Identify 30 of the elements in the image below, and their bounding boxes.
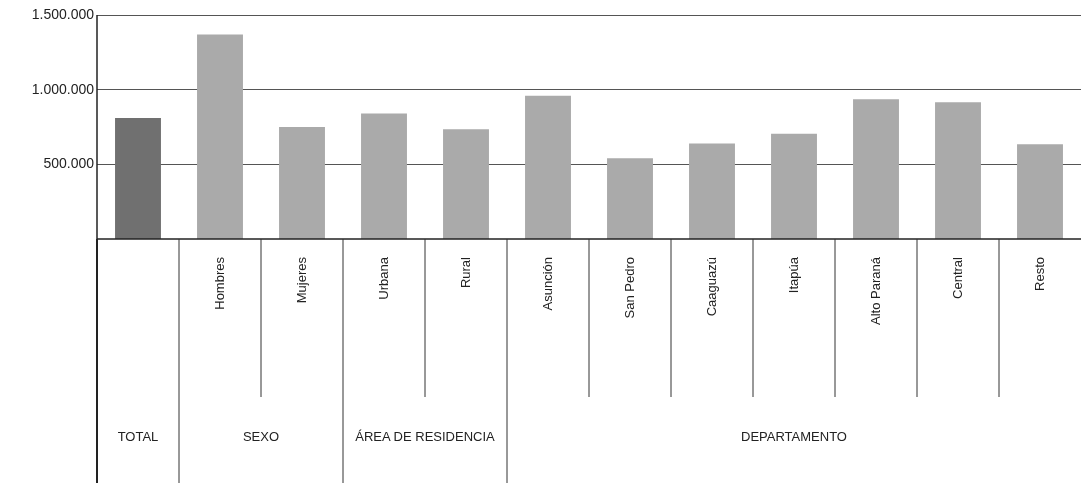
x-tick-label: Alto Paraná — [867, 256, 883, 325]
bar — [771, 133, 817, 239]
bar — [525, 95, 571, 239]
y-tick-label: 1.500.000 — [31, 5, 95, 22]
bar — [935, 102, 981, 239]
bar — [361, 113, 407, 239]
bar — [443, 129, 489, 239]
bar — [853, 99, 899, 239]
x-tick-label: San Pedro — [621, 257, 637, 319]
text: DEPARTAMENTO — [741, 428, 847, 444]
x-tick-label: Mujeres — [293, 256, 309, 304]
bar — [689, 143, 735, 239]
x-tick-label: Urbana — [375, 256, 391, 300]
bar — [607, 158, 653, 239]
y-tick-label: 500.000 — [43, 155, 95, 172]
text: ÁREA DE RESIDENCIA — [355, 428, 496, 444]
x-tick-label: Hombres — [211, 256, 227, 310]
bar — [197, 34, 243, 239]
bar — [279, 127, 325, 239]
x-tick-label: Resto — [1031, 257, 1047, 291]
x-tick-label: Itapúa — [785, 256, 801, 294]
bar — [115, 118, 161, 239]
text: SEXO — [242, 428, 280, 444]
x-tick-label: Rural — [457, 256, 473, 289]
y-tick-label: 1.000.000 — [31, 80, 95, 97]
x-tick-label: Asunción — [539, 257, 555, 311]
x-tick-label: Caaguazú — [703, 257, 719, 317]
bar — [1017, 144, 1063, 239]
x-tick-label: Central — [949, 256, 965, 299]
text: TOTAL — [117, 428, 159, 444]
